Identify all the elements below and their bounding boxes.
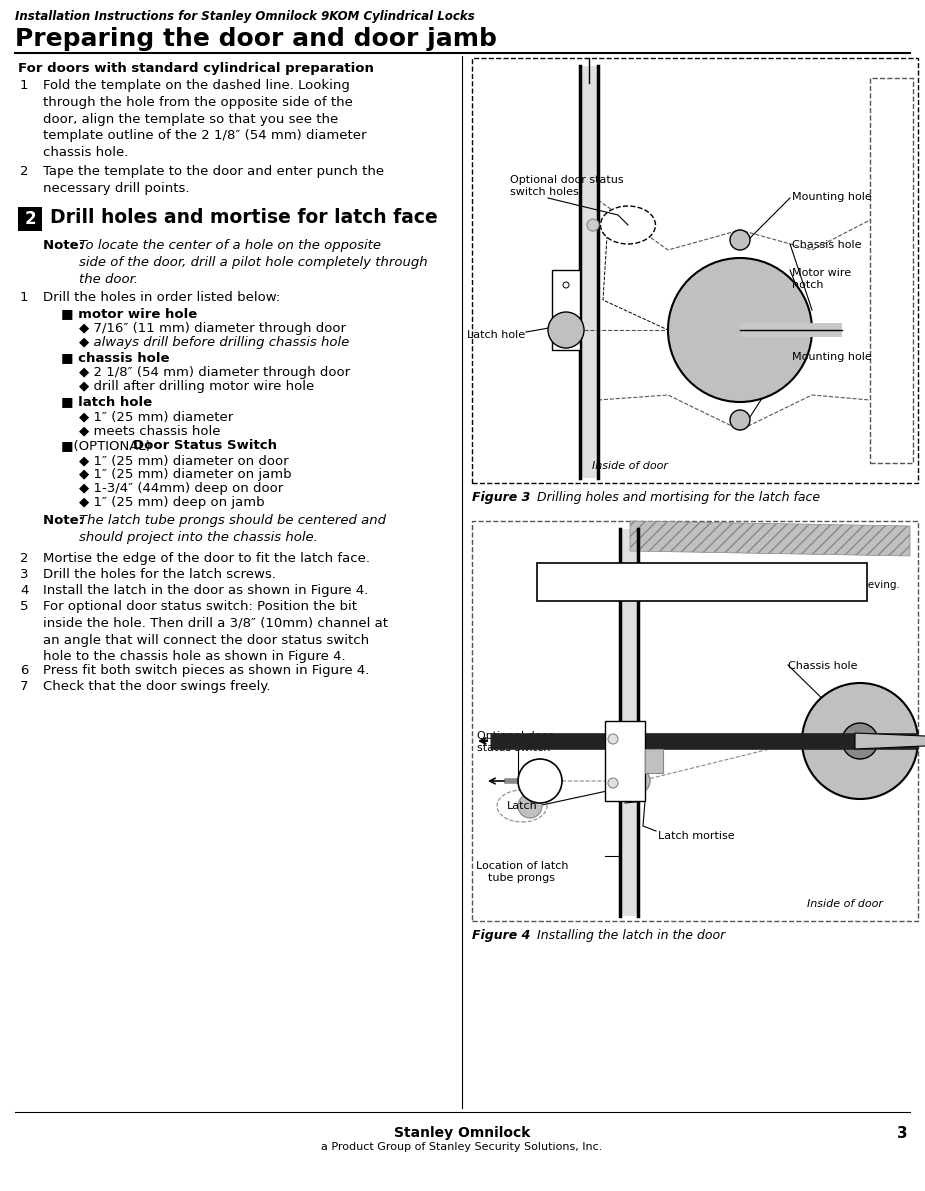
Text: Note:: Note:: [43, 515, 89, 526]
Text: ◆ 2 1/8″ (54 mm) diameter through door: ◆ 2 1/8″ (54 mm) diameter through door: [79, 366, 351, 379]
Text: Optional door
status switch: Optional door status switch: [477, 731, 553, 754]
Text: Note:: Note:: [43, 239, 89, 252]
Text: Mounting hole: Mounting hole: [792, 353, 871, 362]
Text: 2: 2: [24, 210, 36, 227]
Text: ■ latch hole: ■ latch hole: [61, 395, 152, 409]
Text: Tape the template to the door and enter punch the
necessary drill points.: Tape the template to the door and enter …: [43, 166, 384, 195]
Circle shape: [587, 219, 599, 231]
Circle shape: [668, 258, 812, 403]
Ellipse shape: [600, 206, 656, 244]
Circle shape: [802, 682, 918, 799]
Text: Mounting hole: Mounting hole: [792, 192, 871, 202]
Circle shape: [518, 794, 542, 818]
Text: ■(OPTIONAL): ■(OPTIONAL): [61, 439, 155, 453]
Bar: [472, 520, 918, 921]
Text: Drilling holes and mortising for the latch face: Drilling holes and mortising for the lat…: [537, 491, 820, 504]
Text: ■ chassis hole: ■ chassis hole: [61, 351, 169, 364]
Text: 7: 7: [20, 680, 29, 693]
Text: Latch mortise: Latch mortise: [658, 831, 734, 841]
Text: Location of latch
tube prongs: Location of latch tube prongs: [475, 861, 568, 884]
Text: Chassis hole: Chassis hole: [788, 661, 857, 671]
Text: Door Status Switch: Door Status Switch: [133, 439, 277, 453]
Text: Make sure the wires are not routed across any sharp
edges or over any surface th: Make sure the wires are not routed acros…: [591, 567, 900, 590]
Text: 2: 2: [20, 166, 29, 177]
Text: ◆ 1″ (25 mm) diameter on jamb: ◆ 1″ (25 mm) diameter on jamb: [79, 468, 291, 481]
Bar: [645, 749, 663, 773]
Bar: [537, 563, 867, 601]
Text: Chassis hole: Chassis hole: [792, 241, 861, 250]
Text: ◆ 1-3/4″ (44mm) deep on door: ◆ 1-3/4″ (44mm) deep on door: [79, 482, 283, 495]
Text: ◆ 7/16″ (11 mm) diameter through door: ◆ 7/16″ (11 mm) diameter through door: [79, 322, 346, 335]
Circle shape: [626, 769, 650, 793]
Text: Inside of door: Inside of door: [592, 461, 668, 470]
Circle shape: [518, 759, 562, 803]
Text: a Product Group of Stanley Security Solutions, Inc.: a Product Group of Stanley Security Solu…: [321, 1142, 603, 1152]
Bar: [605, 721, 645, 802]
Text: 1: 1: [20, 79, 29, 92]
Polygon shape: [855, 732, 925, 749]
Text: Installing the latch in the door: Installing the latch in the door: [537, 929, 725, 942]
Text: ◆ 1″ (25 mm) deep on jamb: ◆ 1″ (25 mm) deep on jamb: [79, 495, 265, 509]
Bar: [18, 207, 42, 231]
Text: Stanley Omnilock: Stanley Omnilock: [394, 1125, 530, 1140]
Circle shape: [730, 410, 750, 430]
Ellipse shape: [497, 790, 547, 822]
Text: Caution:: Caution:: [542, 567, 595, 576]
Text: 4: 4: [20, 584, 29, 597]
Circle shape: [842, 723, 878, 759]
Text: Preparing the door and door jamb: Preparing the door and door jamb: [15, 27, 497, 51]
Text: Check that the door swings freely.: Check that the door swings freely.: [43, 680, 270, 693]
Text: ◆ 1″ (25 mm) diameter on door: ◆ 1″ (25 mm) diameter on door: [79, 454, 289, 467]
Bar: [552, 270, 580, 350]
Text: Drill the holes for the latch screws.: Drill the holes for the latch screws.: [43, 568, 276, 581]
Text: Latch hole: Latch hole: [467, 330, 525, 339]
Circle shape: [548, 312, 584, 348]
Text: ■ motor wire hole: ■ motor wire hole: [61, 307, 197, 320]
Text: ◆ always drill before drilling chassis hole: ◆ always drill before drilling chassis h…: [79, 336, 350, 349]
Text: For optional door status switch: Position the bit
inside the hole. Then drill a : For optional door status switch: Positio…: [43, 600, 388, 663]
Polygon shape: [630, 520, 910, 556]
Text: 3: 3: [897, 1125, 908, 1141]
Text: 6: 6: [20, 665, 29, 676]
Circle shape: [730, 230, 750, 250]
Text: 1: 1: [20, 291, 29, 304]
Text: Install the latch in the door as shown in Figure 4.: Install the latch in the door as shown i…: [43, 584, 368, 597]
Text: Mortise the edge of the door to fit the latch face.: Mortise the edge of the door to fit the …: [43, 551, 370, 565]
Text: For doors with standard cylindrical preparation: For doors with standard cylindrical prep…: [18, 62, 374, 75]
Text: 2: 2: [20, 551, 29, 565]
Bar: [472, 58, 918, 484]
Text: Figure 3: Figure 3: [472, 491, 530, 504]
Text: ◆ meets chassis hole: ◆ meets chassis hole: [79, 424, 220, 437]
Bar: [620, 529, 638, 916]
Text: Inside of door: Inside of door: [807, 899, 883, 909]
Text: Figure 4: Figure 4: [472, 929, 530, 942]
Text: Optional door status
switch holes: Optional door status switch holes: [510, 175, 623, 198]
Text: Press fit both switch pieces as shown in Figure 4.: Press fit both switch pieces as shown in…: [43, 665, 369, 676]
Text: Drill the holes in order listed below:: Drill the holes in order listed below:: [43, 291, 280, 304]
Circle shape: [563, 332, 569, 338]
Text: Latch: Latch: [507, 802, 537, 811]
Text: Motor wire
notch: Motor wire notch: [792, 268, 851, 291]
Text: Fold the template on the dashed line. Looking
through the hole from the opposite: Fold the template on the dashed line. Lo…: [43, 79, 366, 160]
Text: Drill holes and mortise for latch face: Drill holes and mortise for latch face: [50, 208, 438, 227]
Text: To locate the center of a hole on the opposite
side of the door, drill a pilot h: To locate the center of a hole on the op…: [79, 239, 427, 286]
Text: 5: 5: [20, 600, 29, 613]
Circle shape: [608, 778, 618, 788]
Text: ◆ drill after drilling motor wire hole: ◆ drill after drilling motor wire hole: [79, 380, 314, 393]
Bar: [870, 77, 913, 463]
Text: The latch tube prongs should be centered and
should project into the chassis hol: The latch tube prongs should be centered…: [79, 515, 386, 544]
Circle shape: [608, 734, 618, 744]
Bar: [580, 66, 598, 478]
Circle shape: [563, 282, 569, 288]
Text: ◆ 1″ (25 mm) diameter: ◆ 1″ (25 mm) diameter: [79, 410, 233, 423]
Text: Installation Instructions for Stanley Omnilock 9KOM Cylindrical Locks: Installation Instructions for Stanley Om…: [15, 10, 475, 23]
Text: 3: 3: [20, 568, 29, 581]
